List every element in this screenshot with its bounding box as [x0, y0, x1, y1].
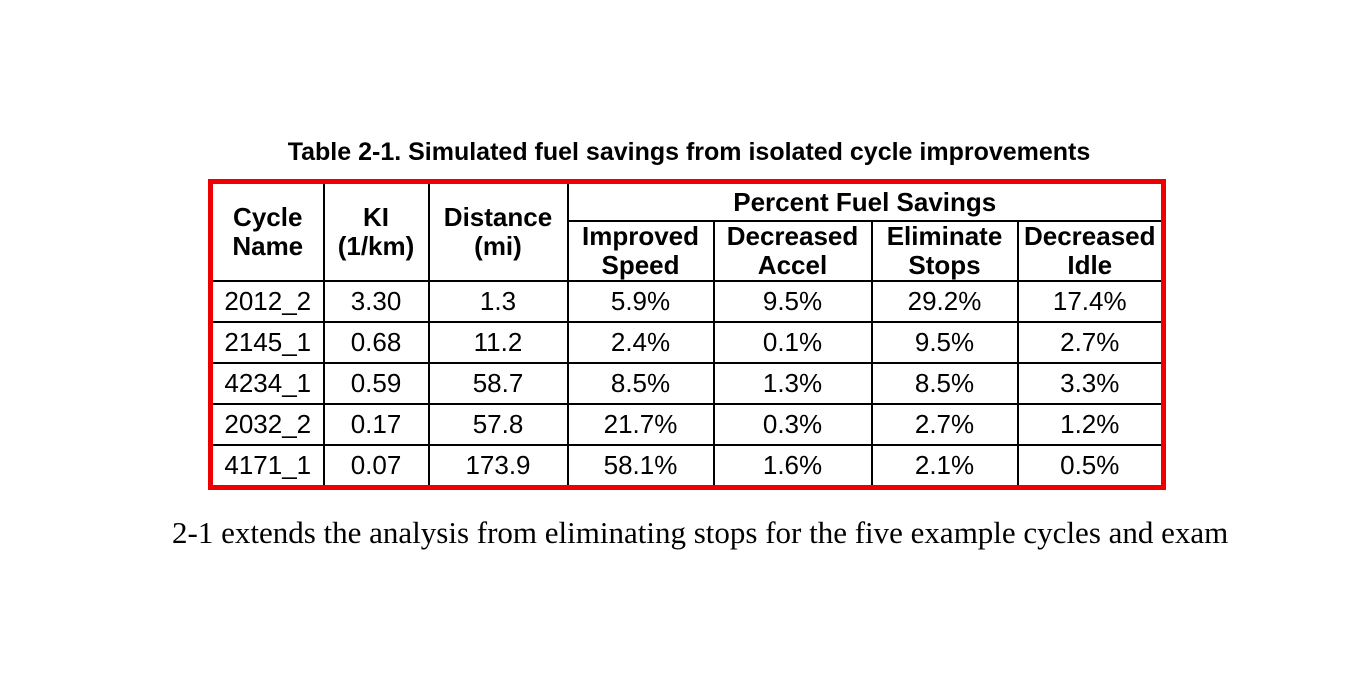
- body-text: 2-1 extends the analysis from eliminatin…: [172, 515, 1229, 550]
- cell-ki: 0.07: [322, 444, 430, 489]
- cell-improved-speed: 58.1%: [566, 444, 715, 489]
- column-header-decreased-idle: Decreased Idle: [1016, 220, 1165, 282]
- cell-decreased-accel: 1.6%: [712, 444, 873, 489]
- cell-improved-speed: 5.9%: [566, 280, 715, 323]
- cell-cycle-name: 2145_1: [209, 321, 325, 364]
- cell-improved-speed: 8.5%: [566, 362, 715, 405]
- cell-decreased-accel: 1.3%: [712, 362, 873, 405]
- cell-distance: 173.9: [427, 444, 569, 489]
- cell-decreased-idle: 17.4%: [1016, 280, 1165, 323]
- table-body: 2012_2 3.30 1.3 5.9% 9.5% 29.2% 17.4% 21…: [209, 280, 1165, 489]
- cell-distance: 11.2: [427, 321, 569, 364]
- cell-distance: 57.8: [427, 403, 569, 446]
- cell-eliminate-stops: 2.7%: [870, 403, 1019, 446]
- header-row-sub: Improved Speed Decreased Accel Eliminate…: [211, 220, 1165, 282]
- cell-distance: 1.3: [427, 280, 569, 323]
- column-header-improved-speed: Improved Speed: [566, 220, 715, 282]
- table-row: 4234_1 0.59 58.7 8.5% 1.3% 8.5% 3.3%: [209, 362, 1165, 405]
- cell-ki: 0.17: [322, 403, 430, 446]
- table-caption: Table 2-1. Simulated fuel savings from i…: [287, 138, 1091, 166]
- cell-eliminate-stops: 29.2%: [870, 280, 1019, 323]
- column-header-distance: Distance (mi): [427, 180, 569, 282]
- cell-cycle-name: 4171_1: [209, 444, 325, 489]
- table-row: 2145_1 0.68 11.2 2.4% 0.1% 9.5% 2.7%: [209, 321, 1165, 364]
- cell-cycle-name: 2012_2: [209, 280, 325, 323]
- column-header-ki: KI (1/km): [322, 180, 430, 282]
- cell-ki: 0.59: [322, 362, 430, 405]
- cell-decreased-idle: 1.2%: [1016, 403, 1165, 446]
- cell-decreased-idle: 3.3%: [1016, 362, 1165, 405]
- column-group-header-percent-fuel-savings: Percent Fuel Savings: [566, 180, 1165, 222]
- cell-eliminate-stops: 2.1%: [870, 444, 1019, 489]
- cell-ki: 0.68: [322, 321, 430, 364]
- cell-improved-speed: 21.7%: [566, 403, 715, 446]
- cell-decreased-accel: 0.1%: [712, 321, 873, 364]
- table-row: 2012_2 3.30 1.3 5.9% 9.5% 29.2% 17.4%: [209, 280, 1165, 323]
- cell-decreased-accel: 0.3%: [712, 403, 873, 446]
- cell-decreased-accel: 9.5%: [712, 280, 873, 323]
- column-header-decreased-accel: Decreased Accel: [712, 220, 873, 282]
- cell-eliminate-stops: 9.5%: [870, 321, 1019, 364]
- table-row: 2032_2 0.17 57.8 21.7% 0.3% 2.7% 1.2%: [209, 403, 1165, 446]
- table-row: 4171_1 0.07 173.9 58.1% 1.6% 2.1% 0.5%: [209, 444, 1165, 489]
- column-header-cycle-name: Cycle Name: [209, 180, 325, 282]
- cell-decreased-idle: 0.5%: [1016, 444, 1165, 489]
- column-header-eliminate-stops: Eliminate Stops: [870, 220, 1019, 282]
- cell-cycle-name: 4234_1: [209, 362, 325, 405]
- cell-distance: 58.7: [427, 362, 569, 405]
- cell-decreased-idle: 2.7%: [1016, 321, 1165, 364]
- cell-eliminate-stops: 8.5%: [870, 362, 1019, 405]
- cell-ki: 3.30: [322, 280, 430, 323]
- header-row-group: Cycle Name KI (1/km) Distance (mi) Perce…: [209, 180, 1165, 282]
- cell-cycle-name: 2032_2: [209, 403, 325, 446]
- cell-improved-speed: 2.4%: [566, 321, 715, 364]
- fuel-savings-table: Cycle Name KI (1/km) Distance (mi) Perce…: [208, 179, 1166, 490]
